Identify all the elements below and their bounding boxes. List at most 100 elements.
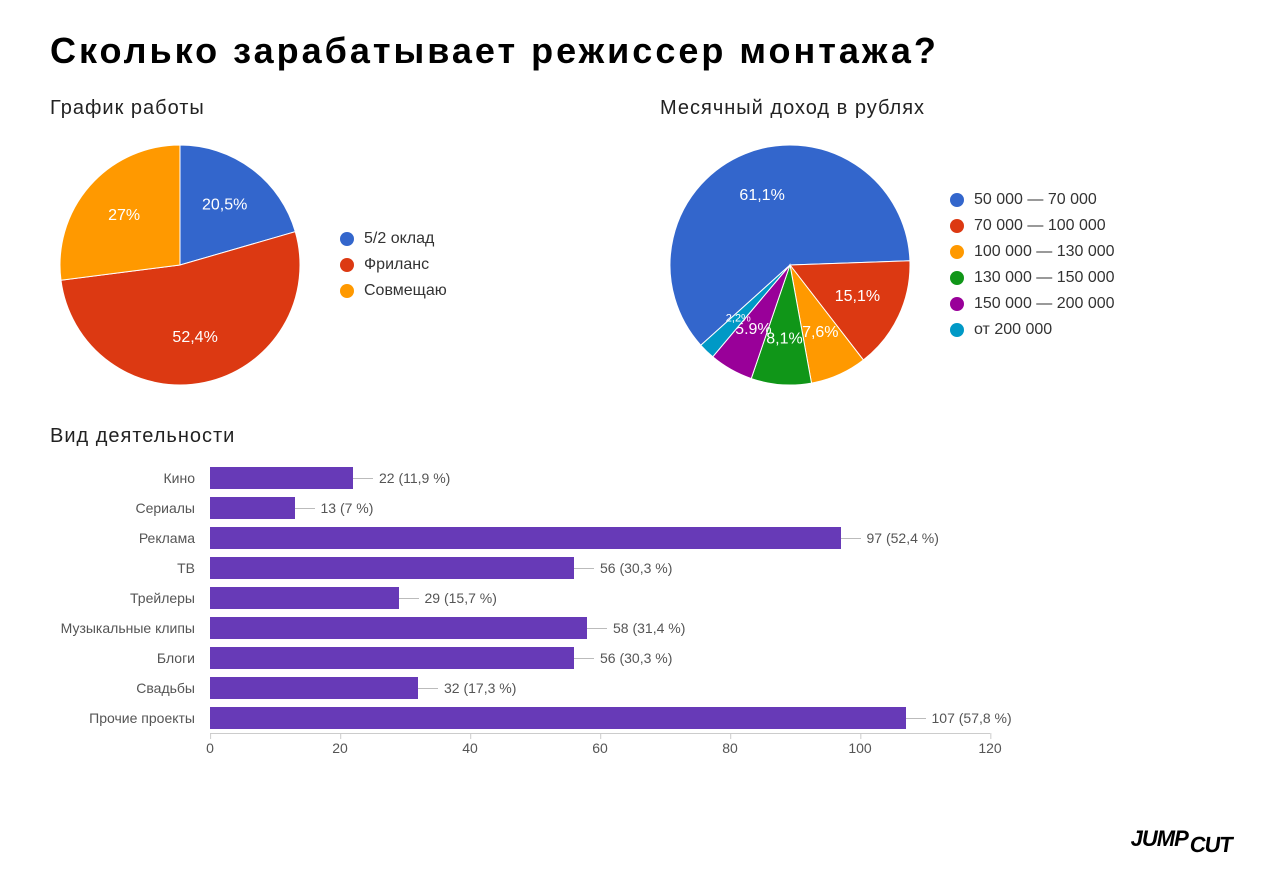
bar-connector — [295, 508, 315, 509]
bar-row: Музыкальные клипы58 (31,4 %) — [210, 613, 1130, 643]
pie2-legend: 50 000 — 70 000 70 000 — 100 000 100 000 —… — [950, 191, 1115, 339]
x-tick: 80 — [722, 734, 738, 756]
legend-item: 50 000 — 70 000 — [950, 191, 1115, 209]
panel-schedule: График работы 20,5% 52,4% 27% 5/2 оклад Фри… — [50, 97, 620, 395]
bar-connector — [587, 628, 607, 629]
x-tick: 20 — [332, 734, 348, 756]
bar-row: Прочие проекты107 (57,8 %) — [210, 703, 1130, 733]
bar-connector — [841, 538, 861, 539]
x-tick: 60 — [592, 734, 608, 756]
bar-rect — [210, 467, 353, 489]
pie-row: График работы 20,5% 52,4% 27% 5/2 оклад Фри… — [50, 97, 1230, 395]
x-tick: 120 — [978, 734, 1001, 756]
bar-value-label: 97 (52,4 %) — [861, 530, 939, 546]
panel-activity: Вид деятельности Кино22 (11,9 %)Сериалы1… — [50, 425, 1230, 763]
bar-category-label: Сериалы — [50, 500, 205, 516]
legend-label: 50 000 — 70 000 — [974, 191, 1097, 209]
x-tick: 40 — [462, 734, 478, 756]
panel-income: Месячный доход в рублях 61,1%15,1%7,6%8,… — [660, 97, 1230, 395]
pie1-title: График работы — [50, 97, 620, 120]
pie1-chart: 20,5% 52,4% 27% — [50, 135, 310, 395]
bar-value-label: 56 (30,3 %) — [594, 560, 672, 576]
legend-label: 5/2 оклад — [364, 230, 434, 248]
bar-row: Блоги56 (30,3 %) — [210, 643, 1130, 673]
bar-category-label: Реклама — [50, 530, 205, 546]
bar-value-label: 58 (31,4 %) — [607, 620, 685, 636]
legend-label: Фриланс — [364, 256, 429, 274]
bar-rect — [210, 527, 841, 549]
pie-slice-label: 61,1% — [739, 187, 784, 204]
pie-slice-label: 7,6% — [802, 324, 838, 341]
legend-label: 130 000 — 150 000 — [974, 269, 1115, 287]
bar-row: ТВ56 (30,3 %) — [210, 553, 1130, 583]
bar-connector — [399, 598, 419, 599]
bar-row: Реклама97 (52,4 %) — [210, 523, 1130, 553]
bar-category-label: Блоги — [50, 650, 205, 666]
legend-dot — [340, 232, 354, 246]
legend-dot — [950, 245, 964, 259]
legend-dot — [950, 297, 964, 311]
bar-value-label: 56 (30,3 %) — [594, 650, 672, 666]
pie-slice-label: 2,2% — [726, 312, 751, 324]
bar-category-label: Прочие проекты — [50, 710, 205, 726]
bar-rect — [210, 647, 574, 669]
bars-title: Вид деятельности — [50, 425, 1230, 448]
page-title: Сколько зарабатывает режиссер монтажа? — [50, 30, 1230, 72]
x-axis: 020406080100120 — [210, 733, 990, 763]
legend-item: от 200 000 — [950, 321, 1115, 339]
pie-slice-label: 52,4% — [172, 329, 217, 346]
bar-connector — [574, 568, 594, 569]
bar-category-label: Музыкальные клипы — [50, 620, 205, 636]
legend-item: 5/2 оклад — [340, 230, 447, 248]
bar-connector — [353, 478, 373, 479]
legend-item: Совмещаю — [340, 282, 447, 300]
logo-part2: CUT — [1188, 832, 1234, 858]
legend-label: 100 000 — 130 000 — [974, 243, 1115, 261]
logo-part1: JUMP — [1131, 826, 1188, 851]
bar-value-label: 22 (11,9 %) — [373, 470, 450, 486]
bar-connector — [906, 718, 926, 719]
legend-item: 100 000 — 130 000 — [950, 243, 1115, 261]
pie1-wrap: 20,5% 52,4% 27% 5/2 оклад Фриланс Совмещаю — [50, 135, 620, 395]
pie-slice-label: 20,5% — [202, 197, 247, 214]
bar-connector — [574, 658, 594, 659]
pie2-chart: 61,1%15,1%7,6%8,1%5.9%2,2% — [660, 135, 920, 395]
bar-category-label: Кино — [50, 470, 205, 486]
bar-rect — [210, 557, 574, 579]
bar-rect — [210, 497, 295, 519]
pie-slice-label: 15,1% — [835, 288, 880, 305]
pie-slice-label: 27% — [108, 207, 140, 224]
bar-category-label: Свадьбы — [50, 680, 205, 696]
legend-dot — [340, 258, 354, 272]
bar-value-label: 107 (57,8 %) — [926, 710, 1012, 726]
legend-item: Фриланс — [340, 256, 447, 274]
bar-value-label: 29 (15,7 %) — [419, 590, 497, 606]
legend-dot — [950, 219, 964, 233]
bar-chart: Кино22 (11,9 %)Сериалы13 (7 %)Реклама97 … — [210, 463, 1130, 763]
pie2-wrap: 61,1%15,1%7,6%8,1%5.9%2,2% 50 000 — 70 0… — [660, 135, 1230, 395]
pie2-title: Месячный доход в рублях — [660, 97, 1230, 120]
bar-rect — [210, 617, 587, 639]
legend-dot — [950, 271, 964, 285]
legend-item: 70 000 — 100 000 — [950, 217, 1115, 235]
bar-category-label: Трейлеры — [50, 590, 205, 606]
bar-value-label: 32 (17,3 %) — [438, 680, 516, 696]
pie1-legend: 5/2 оклад Фриланс Совмещаю — [340, 230, 447, 300]
legend-label: 70 000 — 100 000 — [974, 217, 1106, 235]
legend-dot — [340, 284, 354, 298]
bar-row: Кино22 (11,9 %) — [210, 463, 1130, 493]
legend-label: Совмещаю — [364, 282, 447, 300]
bar-rect — [210, 587, 399, 609]
legend-item: 130 000 — 150 000 — [950, 269, 1115, 287]
bar-category-label: ТВ — [50, 560, 205, 576]
bar-rect — [210, 677, 418, 699]
legend-item: 150 000 — 200 000 — [950, 295, 1115, 313]
legend-label: 150 000 — 200 000 — [974, 295, 1115, 313]
bar-rect — [210, 707, 906, 729]
legend-label: от 200 000 — [974, 321, 1052, 339]
bar-value-label: 13 (7 %) — [315, 500, 374, 516]
x-tick: 100 — [848, 734, 871, 756]
bar-connector — [418, 688, 438, 689]
bar-row: Свадьбы32 (17,3 %) — [210, 673, 1130, 703]
legend-dot — [950, 323, 964, 337]
